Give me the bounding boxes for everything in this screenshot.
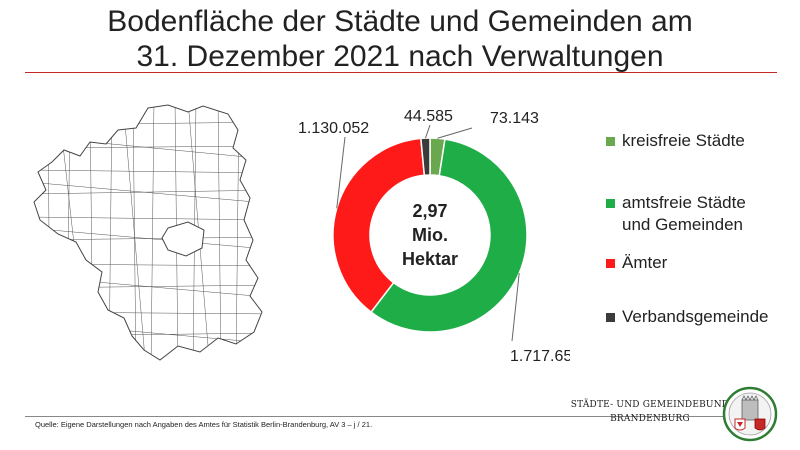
chart-title: Bodenfläche der Städte und Gemeinden am … xyxy=(0,4,800,74)
organization-name: STÄDTE- UND GEMEINDEBUND BRANDENBURG xyxy=(560,398,740,426)
legend-swatch xyxy=(606,259,615,268)
legend-label-line-2: und Gemeinden xyxy=(622,215,743,234)
center-label-line-2: Mio. xyxy=(412,225,448,245)
org-line-1: STÄDTE- UND GEMEINDEBUND xyxy=(570,400,730,410)
value-label-3: 1.130.052 xyxy=(298,120,369,137)
center-label-line-1: 2,97 xyxy=(412,201,447,221)
title-divider xyxy=(25,72,777,73)
leader-line-4 xyxy=(424,124,431,139)
donut-slice-3 xyxy=(332,137,426,314)
leader-line-1 xyxy=(437,127,473,139)
legend-swatch xyxy=(606,313,615,322)
legend-label: Verbandsgemeinde xyxy=(622,306,769,328)
legend-swatch xyxy=(606,199,615,208)
center-label-line-3: Hektar xyxy=(402,249,458,269)
value-label-1: 73.143 xyxy=(490,110,539,127)
legend-label-line-1: Ämter xyxy=(622,253,668,272)
legend-label: amtsfreie Städte und Gemeinden xyxy=(622,192,746,236)
legend-label: kreisfreie Städte xyxy=(622,130,745,152)
donut-slice-4 xyxy=(420,137,431,177)
legend-swatch xyxy=(606,137,615,146)
legend-label-line-1: Verbandsgemeinde xyxy=(622,307,769,326)
value-label-2: 1.717.659 xyxy=(510,348,570,365)
donut-center-label: 2,97 Mio. Hektar xyxy=(402,201,458,269)
legend-label-line-1: kreisfreie Städte xyxy=(622,131,745,150)
legend-label-line-1: amtsfreie Städte xyxy=(622,193,746,212)
title-line-2: 31. Dezember 2021 nach Verwaltungen xyxy=(136,40,664,73)
leader-line-3 xyxy=(336,136,346,209)
title-line-1: Bodenfläche der Städte und Gemeinden am xyxy=(107,5,693,38)
leader-line-2 xyxy=(511,273,520,342)
org-line-2: BRANDENBURG xyxy=(610,414,690,424)
source-note: Quelle: Eigene Darstellungen nach Angabe… xyxy=(35,420,373,429)
value-label-4: 44.585 xyxy=(404,108,453,125)
coat-of-arms-icon xyxy=(722,386,778,442)
donut-slice-2 xyxy=(370,138,528,333)
donut-chart: 73.143 1.717.659 1.130.052 44.585 2,97 Mio. H… xyxy=(298,108,570,365)
footer-divider xyxy=(25,416,725,417)
brandenburg-map xyxy=(33,104,263,361)
legend-label: Ämter xyxy=(622,252,667,274)
